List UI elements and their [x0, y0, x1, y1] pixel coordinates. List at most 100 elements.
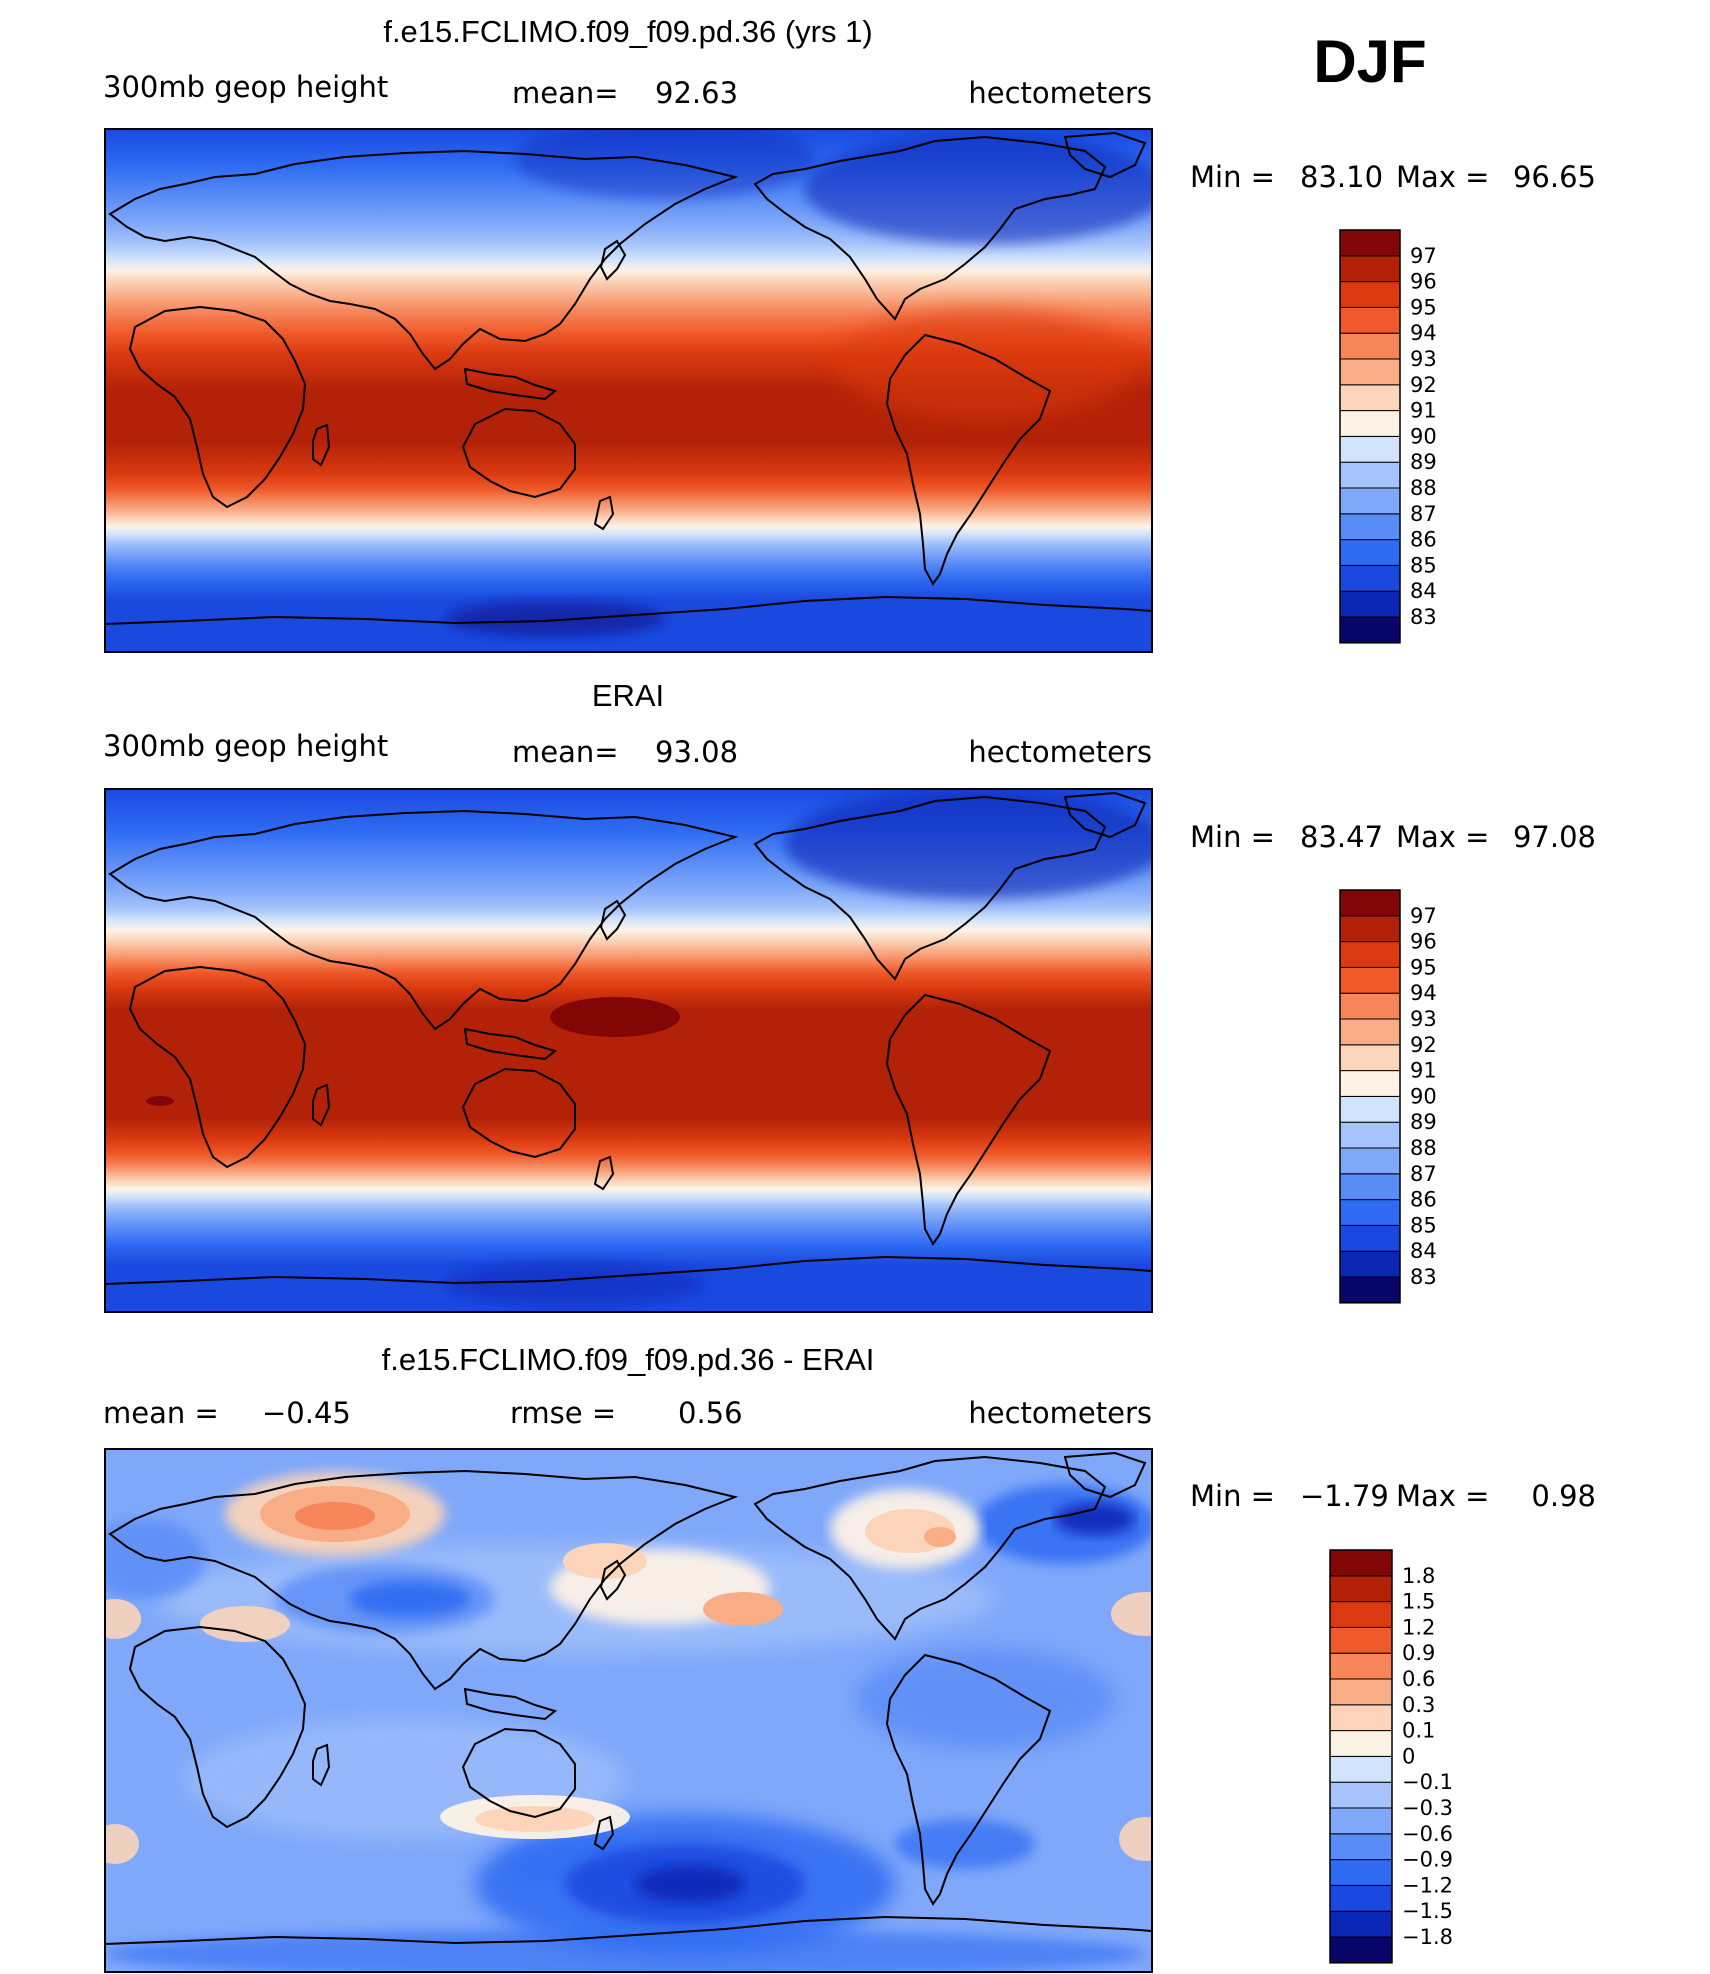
colorbar-tick-label: 97 — [1410, 244, 1437, 268]
coastline — [312, 1083, 331, 1127]
coastline — [593, 1155, 615, 1191]
max-label: Max = — [1396, 160, 1489, 194]
colorbar-swatch — [1329, 1781, 1393, 1809]
colorbar-swatch — [1339, 461, 1401, 489]
colorbar-tick-label: 95 — [1410, 955, 1437, 979]
anomaly-region — [105, 1519, 205, 1599]
coastline — [461, 1067, 576, 1159]
coastline — [463, 1027, 558, 1061]
coastline — [105, 1915, 1152, 1945]
coastline — [599, 1559, 627, 1601]
colorbar-swatch — [1339, 435, 1401, 463]
anomaly-region — [563, 1543, 647, 1579]
units-label: hectometers — [968, 76, 1152, 110]
colorbar-swatch — [1329, 1626, 1393, 1654]
map-panel-diff — [104, 1448, 1153, 1973]
colorbar-swatch — [1339, 384, 1401, 412]
colorbar-swatch — [1339, 590, 1401, 618]
colorbar-swatch — [1329, 1575, 1393, 1603]
colorbar-tick-label: −0.1 — [1402, 1770, 1453, 1794]
colorbar-swatch — [1329, 1859, 1393, 1886]
coastline — [463, 367, 558, 401]
colorbar-tick-label: 92 — [1410, 373, 1437, 397]
max-label: Max = — [1396, 1479, 1489, 1513]
anomaly-region — [350, 1581, 470, 1617]
colorbar-tick-label: 85 — [1410, 553, 1437, 577]
map-frame — [104, 128, 1153, 653]
colorbar-tick-label: −1.2 — [1402, 1873, 1453, 1897]
mean-value: −0.45 — [262, 1396, 351, 1430]
anomaly-region — [855, 1649, 1115, 1749]
colorbar-swatch — [1339, 915, 1401, 943]
coastline — [593, 495, 615, 531]
colorbar-tick-label: 88 — [1410, 476, 1437, 500]
colorbar-swatch — [1329, 1601, 1393, 1628]
colorbar-swatch — [1339, 358, 1401, 386]
min-value: 83.47 — [1300, 820, 1383, 854]
colorbar-swatch — [1329, 1910, 1393, 1938]
colorbar-swatch — [1339, 1276, 1401, 1304]
coastline — [108, 149, 739, 371]
coastline — [461, 1727, 576, 1819]
coastline — [599, 239, 627, 281]
high-anomaly — [835, 309, 1135, 419]
coastline — [461, 407, 576, 499]
max-label: Max = — [1396, 820, 1489, 854]
colorbar-tick-label: 94 — [1410, 981, 1437, 1005]
coastline — [312, 423, 331, 467]
colorbar-tick-label: 89 — [1410, 1110, 1437, 1134]
mean-label: mean = — [103, 1396, 219, 1430]
colorbar-swatch — [1339, 1070, 1401, 1097]
coastline — [885, 333, 1052, 586]
colorbar-swatch — [1339, 539, 1401, 566]
colorbar-tick-label: 0.3 — [1402, 1693, 1435, 1717]
low-anomaly — [445, 601, 665, 637]
anomaly-region — [703, 1592, 783, 1626]
colorbar-tick-label: 88 — [1410, 1136, 1437, 1160]
colorbar-tick-label: −1.8 — [1402, 1925, 1453, 1949]
colorbar-tick-label: −1.5 — [1402, 1899, 1453, 1923]
coastline — [1063, 791, 1147, 839]
colorbar-tick-label: 84 — [1410, 1239, 1437, 1263]
min-label: Min = — [1190, 1479, 1275, 1513]
colorbar-swatch — [1339, 1250, 1401, 1278]
coastline — [753, 1455, 1107, 1641]
anomaly-region — [295, 1502, 375, 1530]
colorbar-tick-label: 89 — [1410, 450, 1437, 474]
coastline — [105, 1255, 1152, 1285]
anomaly-region — [475, 1806, 595, 1832]
anomaly-region — [635, 1866, 745, 1902]
panel-title: f.e15.FCLIMO.f09_f09.pd.36 (yrs 1) — [383, 14, 872, 49]
anomaly-region — [105, 1824, 139, 1864]
low-anomaly — [515, 129, 815, 199]
anomaly-region — [200, 1606, 290, 1642]
colorbar-tick-label: 93 — [1410, 1007, 1437, 1031]
colorbar-tick-label: 94 — [1410, 321, 1437, 345]
panel-model-header: f.e15.FCLIMO.f09_f09.pd.36 (yrs 1) 300mb… — [103, 14, 1152, 110]
low-anomaly — [785, 789, 1152, 899]
minmax-obs: Min = 83.47 Max = 97.08 — [1190, 820, 1596, 854]
colorbar-swatch — [1339, 1018, 1401, 1046]
colorbar-swatch — [1339, 1199, 1401, 1226]
mean-label: mean= — [512, 735, 619, 769]
coastline — [128, 1625, 307, 1829]
anomaly-region — [105, 1599, 141, 1639]
colorbar-swatch — [1329, 1807, 1393, 1835]
colorbar-tick-label: 84 — [1410, 579, 1437, 603]
variable-label: 300mb geop height — [103, 729, 388, 763]
colorbar-tick-label: 95 — [1410, 295, 1437, 319]
coastline — [312, 1743, 331, 1787]
min-label: Min = — [1190, 820, 1275, 854]
colorbar-swatch — [1339, 229, 1401, 257]
rmse-label: rmse = — [510, 1396, 616, 1430]
colorbar-swatch — [1339, 487, 1401, 515]
anomaly-region — [1055, 1503, 1135, 1535]
colorbar-tick-label: 86 — [1410, 528, 1437, 552]
colorbar-tick-label: 92 — [1410, 1033, 1437, 1057]
min-label: Min = — [1190, 160, 1275, 194]
panel-obs-header: ERAI 300mb geop height mean= 93.08 hecto… — [103, 678, 1152, 769]
colorbar-swatch — [1329, 1678, 1393, 1706]
